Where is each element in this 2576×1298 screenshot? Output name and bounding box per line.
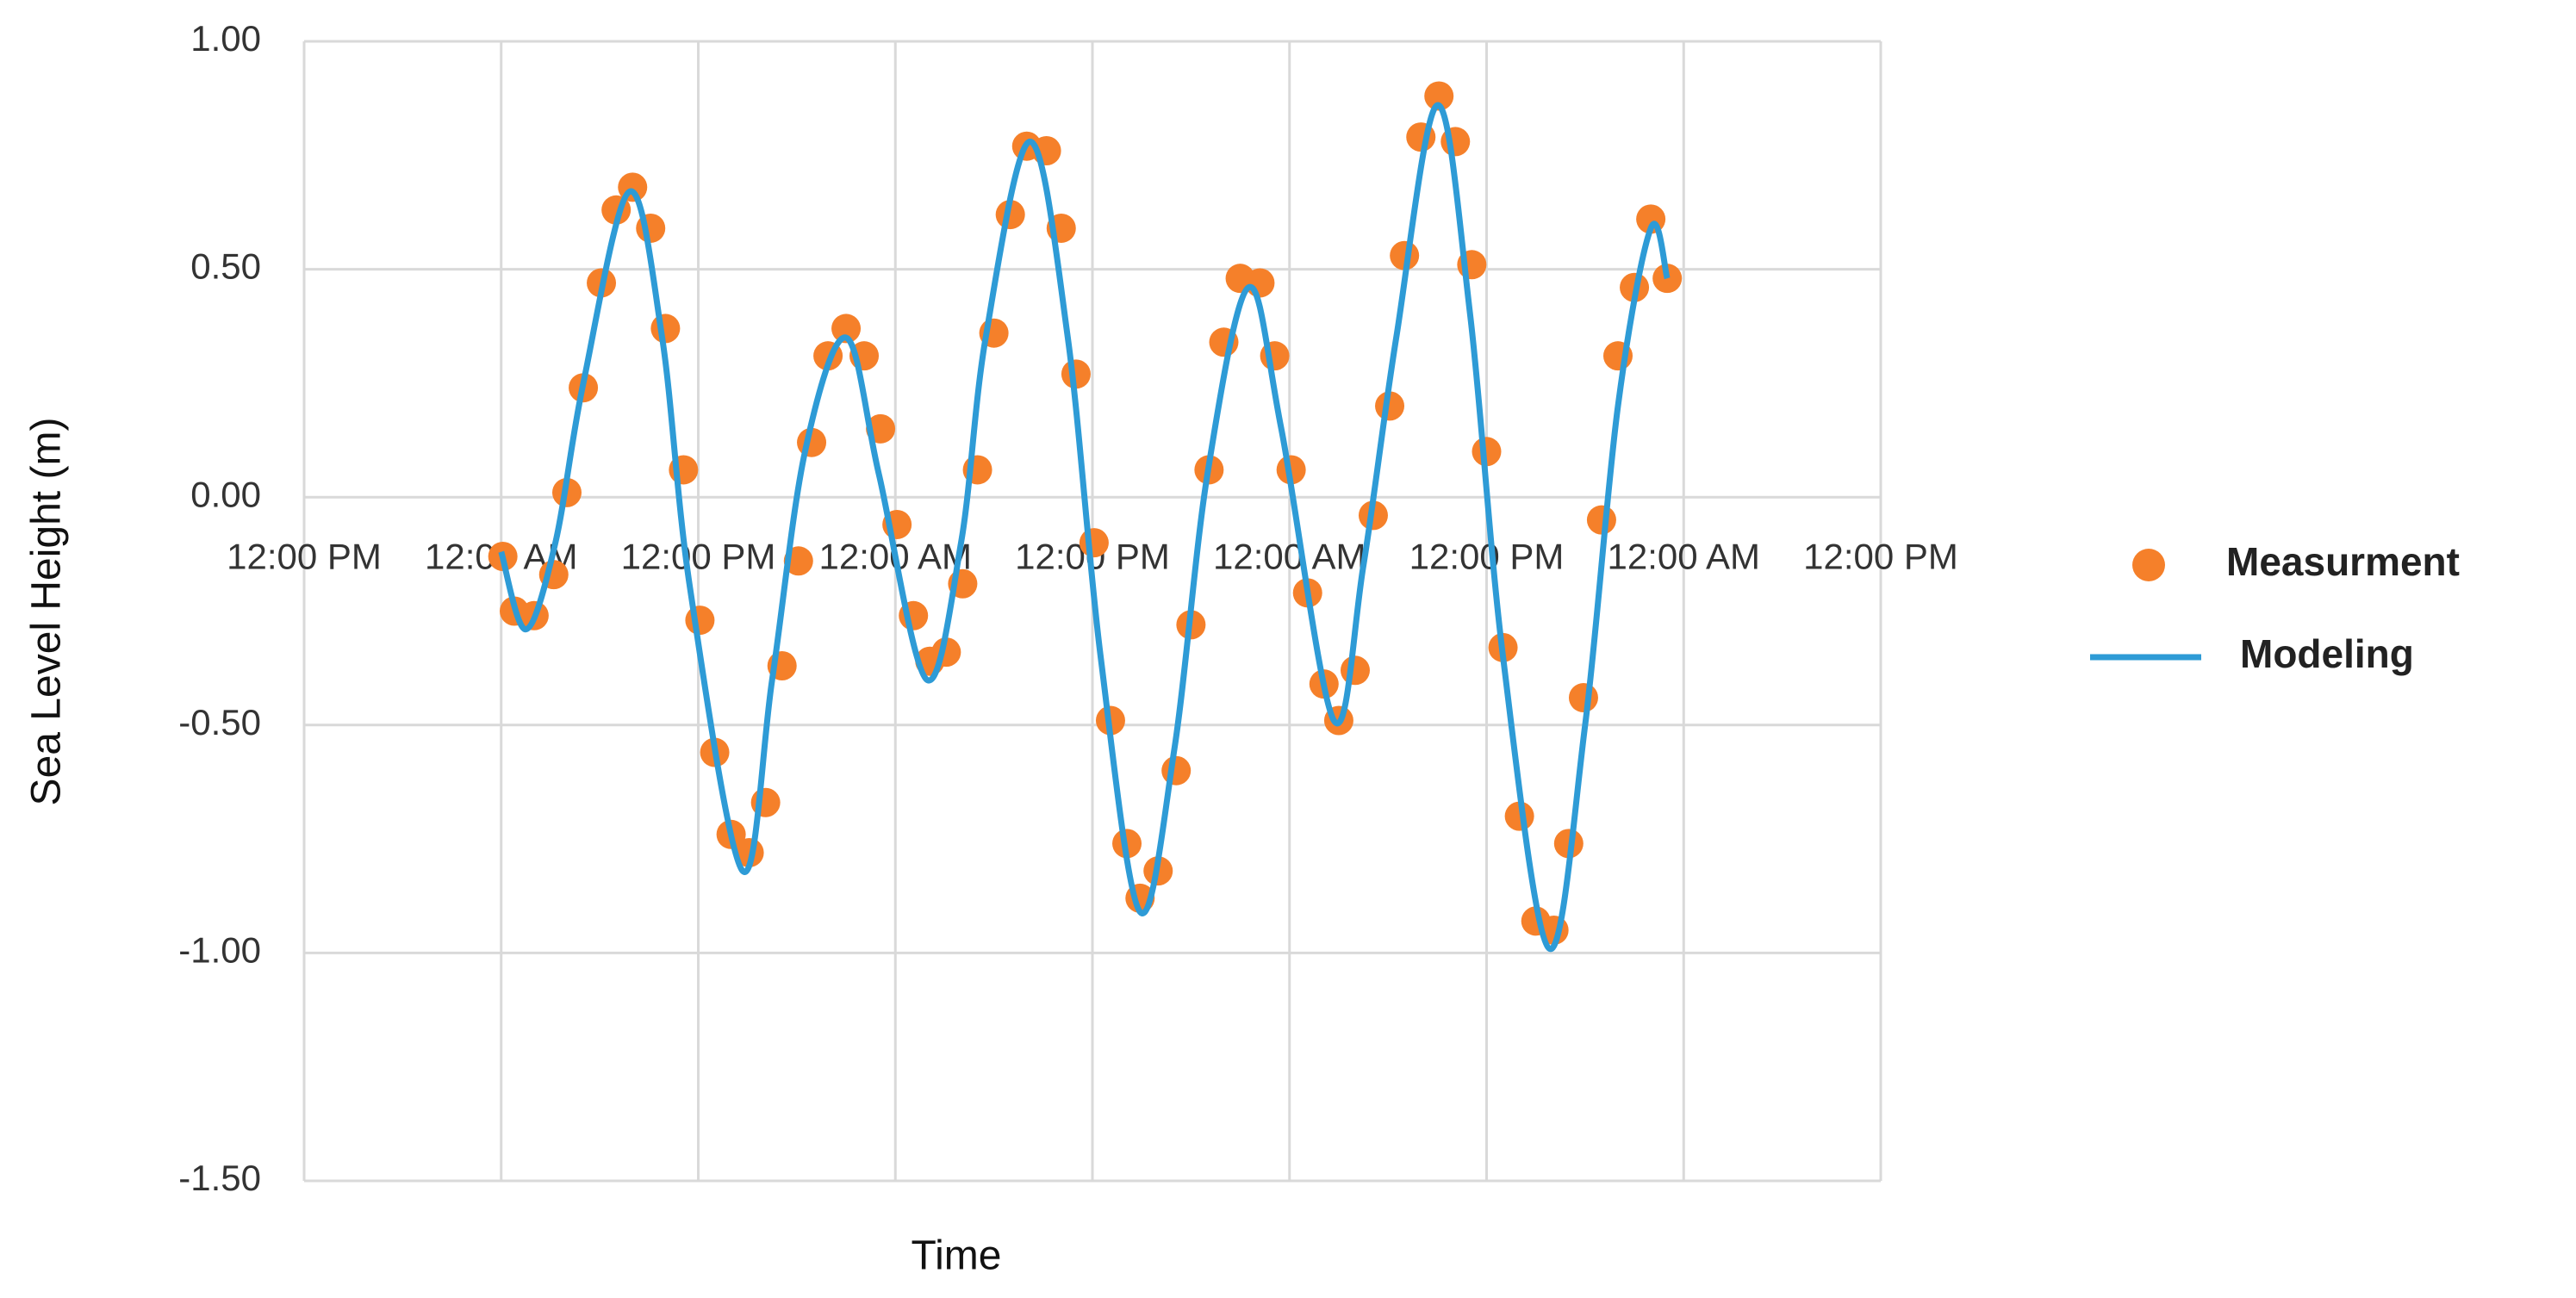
x-axis-title: Time bbox=[912, 1233, 1002, 1279]
measurement-point bbox=[1161, 755, 1192, 786]
legend-marker bbox=[2132, 549, 2165, 581]
measurement-point bbox=[1568, 683, 1598, 713]
x-tick-label: 12:00 PM bbox=[621, 536, 776, 576]
x-tick-label: 12:00 AM bbox=[1608, 536, 1760, 576]
model-line bbox=[498, 102, 1671, 953]
measurement-point bbox=[1472, 437, 1502, 467]
x-tick-label: 12:00 AM bbox=[1213, 536, 1366, 576]
measurement-point bbox=[1079, 528, 1109, 558]
legend-label: Modeling bbox=[2240, 631, 2414, 676]
measurement-point bbox=[1341, 655, 1370, 686]
measurement-point bbox=[1424, 81, 1454, 111]
y-tick-label: 0.00 bbox=[190, 474, 261, 514]
y-tick-label: -1.00 bbox=[178, 929, 261, 970]
legend-label: Measurment bbox=[2226, 539, 2460, 584]
y-tick-label: -0.50 bbox=[178, 702, 261, 742]
x-tick-label: 12:00 PM bbox=[1409, 536, 1565, 576]
measurement-point bbox=[1245, 268, 1275, 298]
measurement-point bbox=[831, 314, 862, 344]
y-axis-title: Sea Level Height (m) bbox=[24, 418, 70, 806]
measurement-point bbox=[1586, 505, 1616, 535]
measurement-point bbox=[650, 314, 681, 344]
y-tick-label: -1.50 bbox=[178, 1158, 261, 1198]
y-tick-label: 0.50 bbox=[190, 246, 261, 287]
measurement-point bbox=[685, 606, 715, 636]
y-tick-label: 1.00 bbox=[190, 18, 261, 59]
x-tick-label: 12:00 PM bbox=[1803, 536, 1958, 576]
x-tick-label: 12:00 PM bbox=[227, 536, 382, 576]
